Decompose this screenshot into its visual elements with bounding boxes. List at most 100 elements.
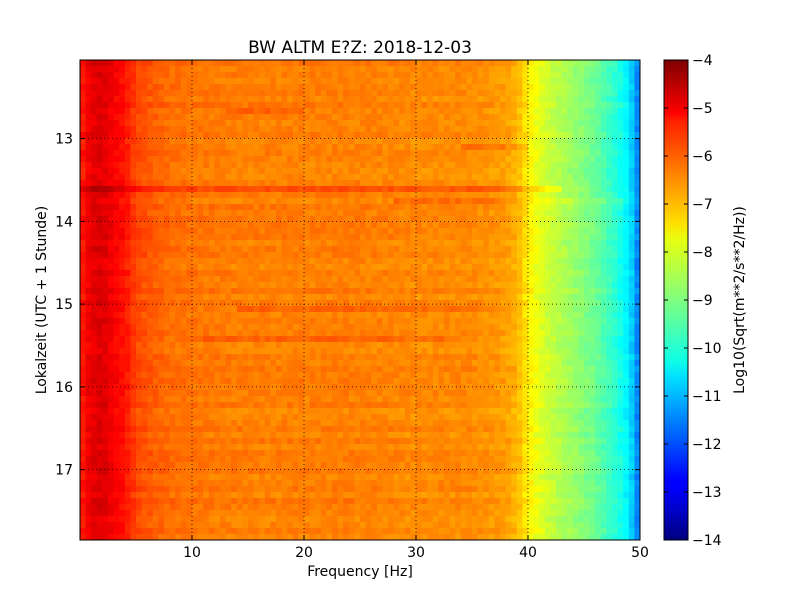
heatmap-cell (309, 240, 316, 247)
heatmap-cell (119, 210, 126, 217)
heatmap-cell (388, 300, 394, 307)
heatmap-cell (158, 96, 165, 103)
heatmap-cell (242, 162, 249, 169)
heatmap-cell (113, 264, 120, 271)
heatmap-cell (343, 228, 350, 235)
heatmap-cell (444, 234, 450, 241)
heatmap-cell (483, 228, 490, 235)
heatmap-cell (326, 306, 333, 313)
heatmap-cell (432, 192, 439, 199)
heatmap-cell (326, 294, 333, 301)
heatmap-cell (584, 126, 590, 133)
heatmap-cell (332, 84, 338, 91)
heatmap-cell (130, 300, 137, 307)
heatmap-cell (533, 336, 540, 343)
heatmap-cell (147, 288, 154, 295)
heatmap-cell (136, 276, 142, 283)
heatmap-cell (214, 306, 221, 313)
heatmap-cell (320, 204, 327, 211)
heatmap-cell (466, 228, 473, 235)
heatmap-cell (320, 354, 327, 361)
heatmap-cell (276, 210, 282, 217)
heatmap-cell (477, 216, 484, 223)
heatmap-cell (332, 168, 338, 175)
heatmap-cell (270, 210, 277, 217)
heatmap-cell (320, 300, 327, 307)
heatmap-cell (298, 246, 305, 253)
heatmap-cell (192, 132, 198, 139)
heatmap-cell (292, 240, 299, 247)
heatmap-cell (292, 162, 299, 169)
heatmap-cell (158, 168, 165, 175)
heatmap-cell (186, 222, 193, 229)
heatmap-cell (606, 90, 613, 97)
heatmap-cell (186, 324, 193, 331)
heatmap-cell (225, 60, 232, 67)
heatmap-cell (276, 282, 282, 289)
heatmap-cell (438, 336, 445, 343)
heatmap-cell (421, 312, 428, 319)
heatmap-cell (477, 66, 484, 73)
heatmap-cell (561, 264, 568, 271)
heatmap-cell (332, 252, 338, 259)
heatmap-cell (438, 114, 445, 121)
heatmap-cell (477, 222, 484, 229)
heatmap-cell (432, 150, 439, 157)
heatmap-cell (287, 300, 294, 307)
heatmap-cell (259, 204, 266, 211)
heatmap-cell (388, 210, 394, 217)
heatmap-cell (494, 126, 501, 133)
heatmap-cell (320, 162, 327, 169)
heatmap-cell (444, 174, 450, 181)
heatmap-cell (354, 210, 361, 217)
heatmap-cell (561, 318, 568, 325)
heatmap-cell (326, 342, 333, 349)
heatmap-cell (376, 318, 383, 325)
heatmap-cell (270, 78, 277, 85)
heatmap-cell (488, 240, 495, 247)
heatmap-cell (186, 210, 193, 217)
heatmap-cell (236, 90, 243, 97)
heatmap-cell (500, 102, 506, 109)
heatmap-cell (365, 258, 372, 265)
heatmap-cell (354, 144, 361, 151)
heatmap-cell (304, 120, 310, 127)
heatmap-cell (438, 66, 445, 73)
heatmap-cell (544, 306, 551, 313)
heatmap-cell (80, 84, 86, 91)
heatmap-cell (404, 156, 411, 163)
heatmap-cell (511, 90, 518, 97)
heatmap-cell (102, 258, 109, 265)
heatmap-cell (376, 222, 383, 229)
heatmap-cell (505, 186, 512, 193)
heatmap-cell (567, 318, 574, 325)
heatmap-cell (91, 144, 98, 151)
heatmap-cell (152, 312, 159, 319)
heatmap-cell (444, 288, 450, 295)
heatmap-cell (584, 78, 590, 85)
heatmap-cell (634, 246, 640, 253)
heatmap-cell (276, 270, 282, 277)
heatmap-cell (539, 96, 546, 103)
heatmap-cell (449, 210, 456, 217)
heatmap-cell (444, 282, 450, 289)
heatmap-cell (628, 258, 635, 265)
heatmap-cell (180, 204, 187, 211)
heatmap-cell (91, 150, 98, 157)
heatmap-cell (556, 270, 562, 277)
heatmap-cell (404, 312, 411, 319)
heatmap-cell (399, 306, 406, 313)
heatmap-cell (220, 108, 226, 115)
heatmap-cell (556, 96, 562, 103)
heatmap-cell (113, 162, 120, 169)
heatmap-cell (175, 132, 182, 139)
heatmap-cell (466, 270, 473, 277)
heatmap-cell (231, 348, 238, 355)
heatmap-cell (360, 102, 366, 109)
heatmap-cell (505, 270, 512, 277)
heatmap-cell (197, 114, 204, 121)
heatmap-cell (343, 120, 350, 127)
heatmap-cell (612, 270, 618, 277)
heatmap-cell (96, 138, 103, 145)
heatmap-cell (432, 246, 439, 253)
